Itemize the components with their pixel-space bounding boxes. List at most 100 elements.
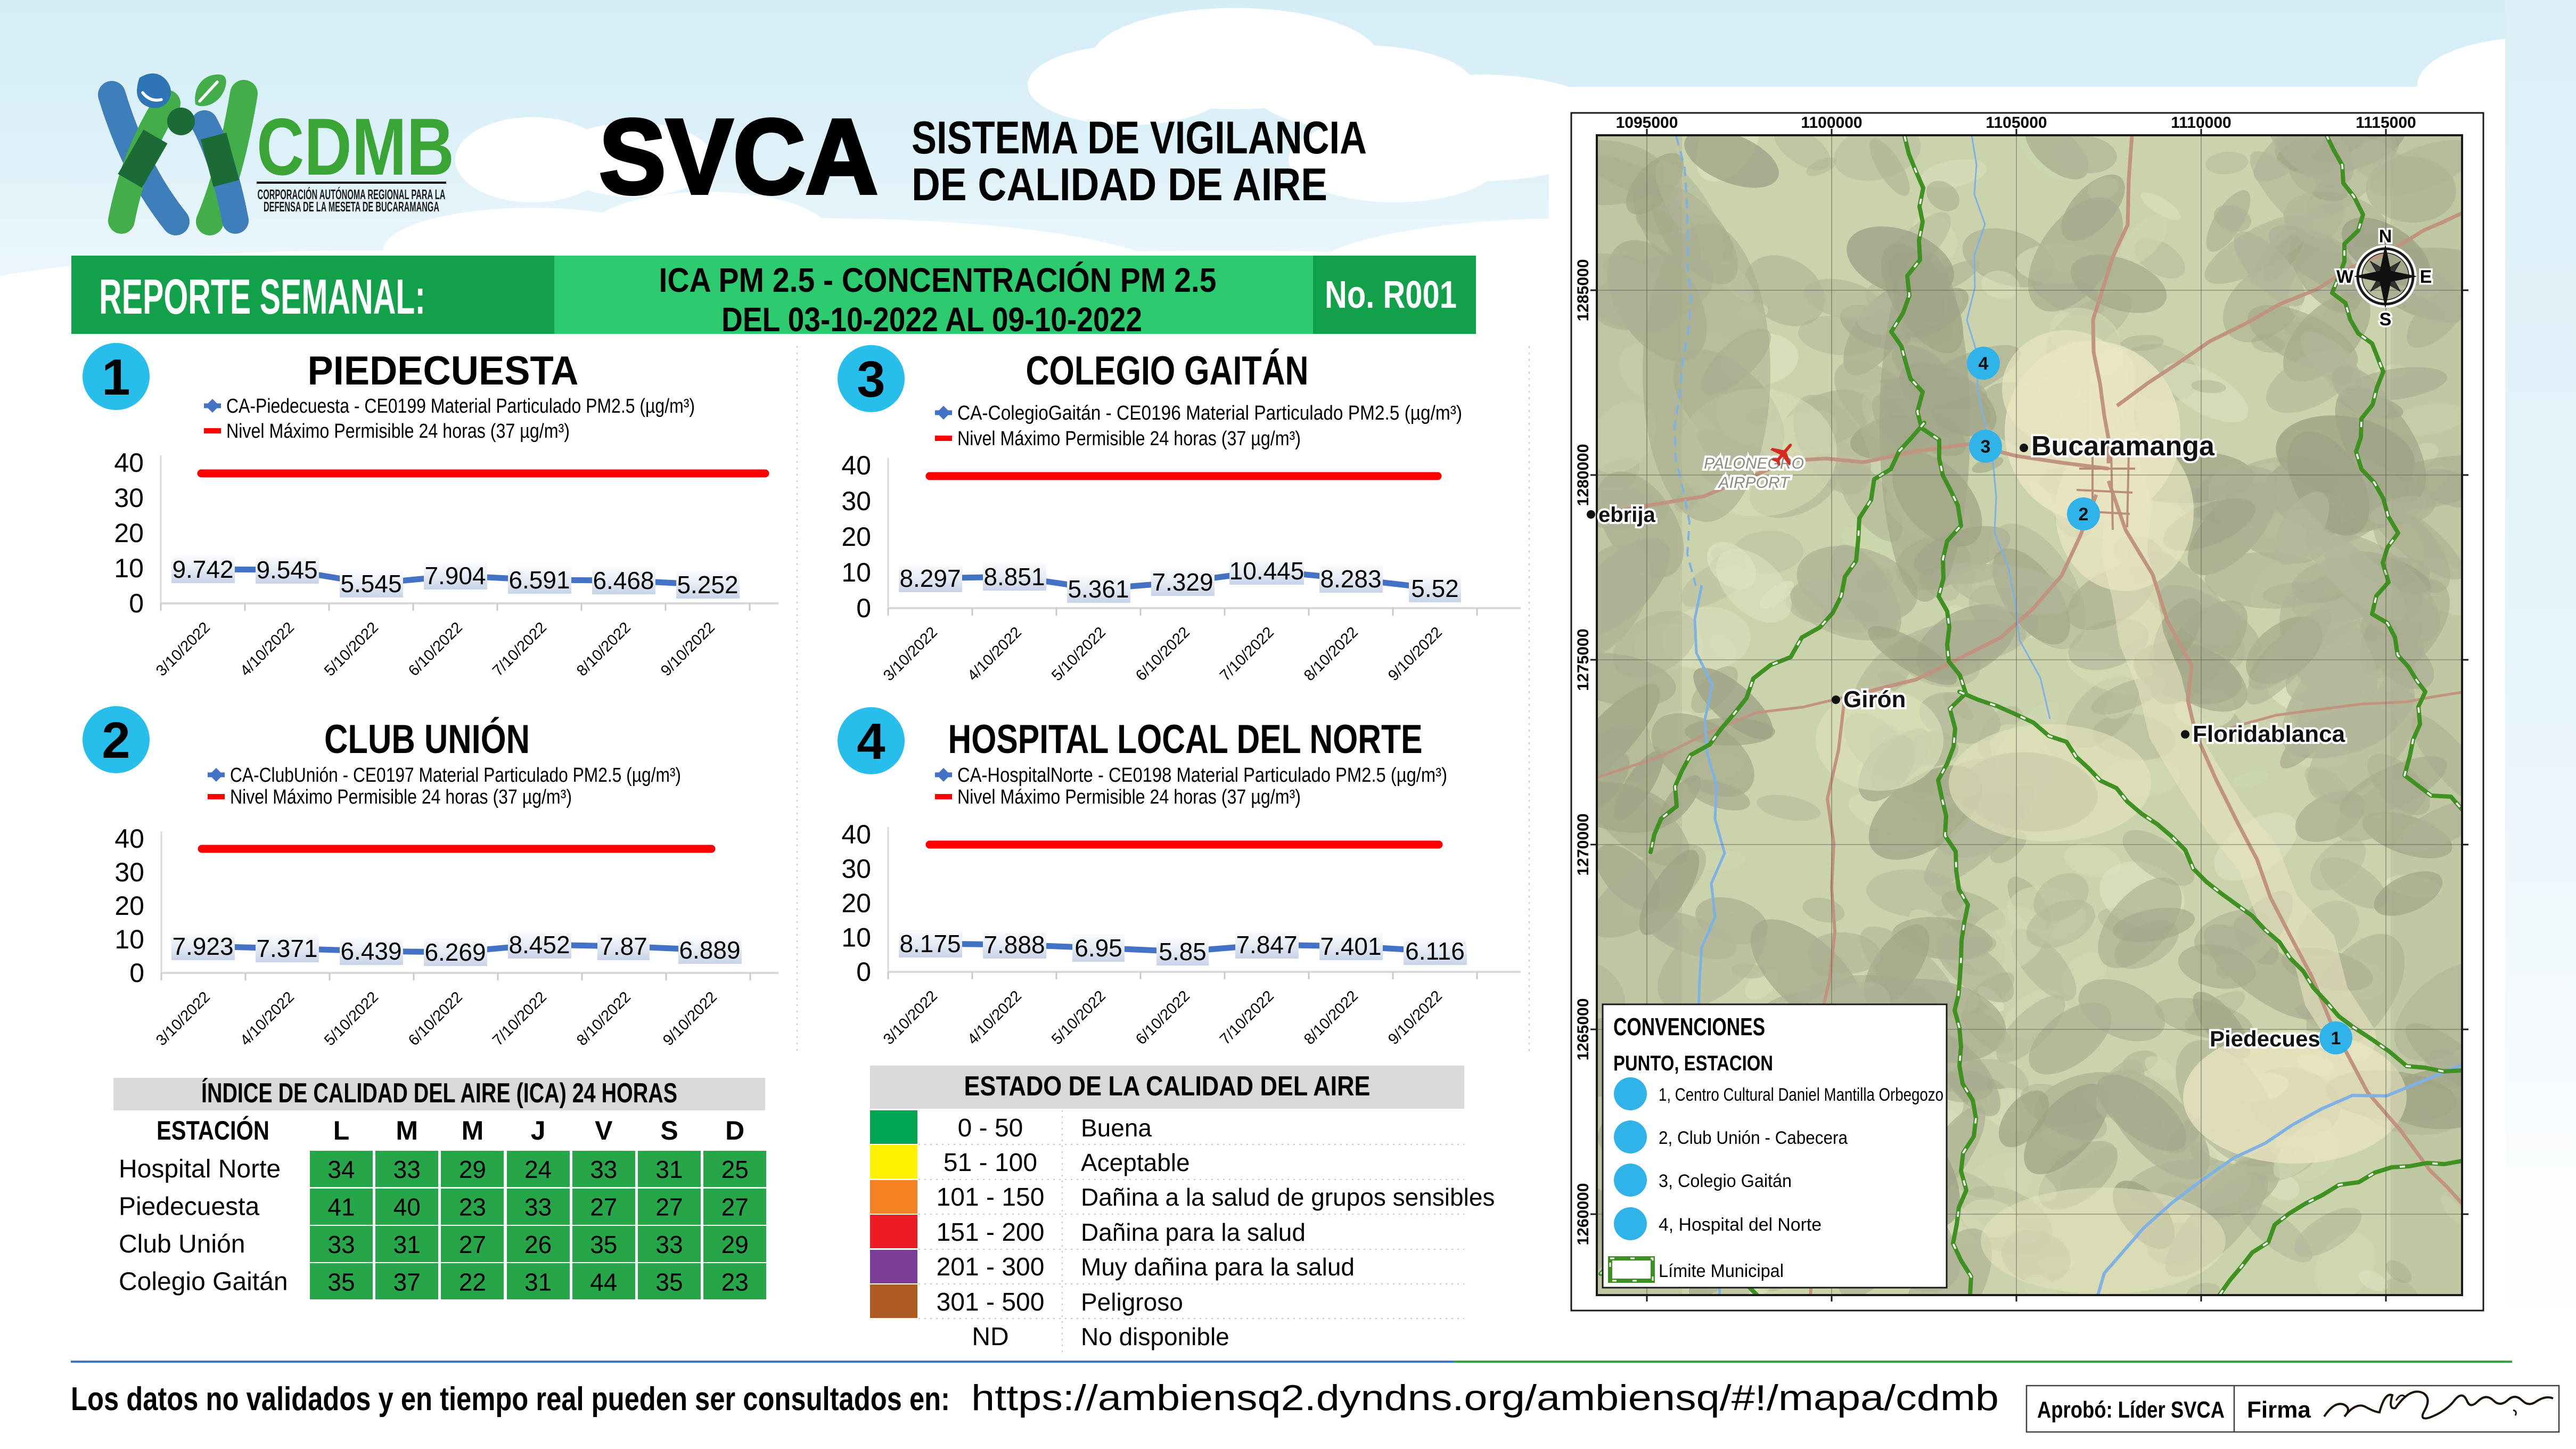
svg-text:33: 33 (655, 1231, 683, 1258)
svg-text:31: 31 (393, 1231, 421, 1258)
svg-text:DEFENSA DE LA MESETA DE BUCARA: DEFENSA DE LA MESETA DE BUCARAMANGA (264, 199, 439, 215)
svg-text:Muy dañina para la salud: Muy dañina para la salud (1081, 1253, 1355, 1281)
svg-text:Buena: Buena (1081, 1114, 1152, 1142)
svg-text:https://ambiensq2.dyndns.org/a: https://ambiensq2.dyndns.org/ambiensq/#!… (971, 1378, 1999, 1418)
svg-text:40: 40 (114, 448, 144, 478)
svg-text:7.371: 7.371 (256, 935, 317, 962)
svg-text:0: 0 (129, 958, 144, 988)
svg-text:6.591: 6.591 (508, 566, 570, 594)
svg-text:3, Colegio Gaitán: 3, Colegio Gaitán (1659, 1171, 1792, 1191)
svg-text:33: 33 (327, 1231, 355, 1258)
svg-text:5.361: 5.361 (1068, 575, 1129, 603)
svg-text:ICA PM 2.5 - CONCENTRACIÓN PM: ICA PM 2.5 - CONCENTRACIÓN PM 2.5 (659, 261, 1217, 299)
svg-text:37: 37 (393, 1268, 421, 1296)
svg-text:No disponible: No disponible (1081, 1323, 1229, 1350)
svg-text:31: 31 (524, 1268, 552, 1296)
svg-text:25: 25 (721, 1156, 749, 1183)
svg-text:N: N (2379, 226, 2392, 247)
svg-text:7.923: 7.923 (172, 932, 233, 960)
svg-text:7.904: 7.904 (424, 562, 486, 590)
svg-text:10: 10 (114, 553, 144, 583)
svg-text:29: 29 (459, 1156, 486, 1183)
svg-text:SVCA: SVCA (599, 97, 878, 216)
svg-text:1115000: 1115000 (2356, 114, 2416, 132)
svg-text:6.116: 6.116 (1405, 937, 1465, 965)
svg-text:Colegio Gaitán: Colegio Gaitán (119, 1268, 288, 1296)
svg-text:9.742: 9.742 (172, 555, 233, 583)
svg-text:22: 22 (459, 1268, 486, 1296)
svg-text:5.252: 5.252 (677, 571, 738, 599)
svg-text:E: E (2420, 267, 2432, 287)
svg-text:0: 0 (856, 593, 871, 623)
svg-text:20: 20 (841, 522, 871, 552)
svg-text:PUNTO, ESTACION: PUNTO, ESTACION (1613, 1052, 1773, 1075)
svg-text:Nivel Máximo Permisible 24 hor: Nivel Máximo Permisible 24 horas (37 µg/… (957, 786, 1301, 808)
svg-text:10: 10 (114, 924, 144, 954)
svg-text:M: M (462, 1116, 484, 1145)
svg-text:35: 35 (327, 1268, 355, 1296)
svg-text:6.269: 6.269 (424, 938, 486, 966)
svg-text:10.445: 10.445 (1229, 557, 1305, 585)
svg-text:7.87: 7.87 (600, 932, 647, 960)
svg-text:CORPORACIÓN AUTÓNOMA REGIONAL: CORPORACIÓN AUTÓNOMA REGIONAL PARA LA (258, 186, 446, 202)
svg-text:Piedecuesta: Piedecuesta (2210, 1026, 2341, 1051)
svg-text:29: 29 (721, 1231, 749, 1258)
svg-text:8.851: 8.851 (983, 563, 1045, 591)
svg-text:6.889: 6.889 (679, 936, 740, 964)
svg-text:35: 35 (655, 1268, 683, 1296)
svg-text:ebrija: ebrija (1598, 503, 1655, 527)
svg-text:5.85: 5.85 (1159, 938, 1207, 965)
svg-text:CA-ClubUnión - CE0197 Material: CA-ClubUnión - CE0197 Material Particula… (230, 764, 681, 787)
svg-text:CDMB: CDMB (257, 102, 454, 192)
svg-text:101 - 150: 101 - 150 (937, 1183, 1045, 1211)
svg-text:1100000: 1100000 (1801, 114, 1862, 132)
svg-text:8.283: 8.283 (1320, 565, 1381, 593)
svg-text:2: 2 (2079, 504, 2089, 525)
svg-text:ESTADO DE LA CALIDAD DEL AIRE: ESTADO DE LA CALIDAD DEL AIRE (964, 1071, 1371, 1102)
svg-text:CA-ColegioGaitán - CE0196 Mate: CA-ColegioGaitán - CE0196 Material Parti… (957, 402, 1462, 424)
svg-text:Floridablanca: Floridablanca (2193, 721, 2345, 747)
svg-text:1110000: 1110000 (2171, 114, 2231, 132)
svg-text:8.175: 8.175 (899, 930, 961, 957)
svg-text:44: 44 (590, 1268, 617, 1296)
svg-text:1, Centro Cultural Daniel Mant: 1, Centro Cultural Daniel Mantilla Orbeg… (1659, 1085, 1943, 1105)
svg-text:40: 40 (841, 451, 871, 480)
svg-text:8.297: 8.297 (899, 564, 961, 592)
svg-text:41: 41 (327, 1193, 355, 1221)
svg-text:301 - 500: 301 - 500 (937, 1288, 1045, 1316)
svg-text:20: 20 (114, 518, 144, 548)
svg-text:Nivel Máximo Permisible 24 hor: Nivel Máximo Permisible 24 horas (37 µg/… (957, 428, 1301, 450)
svg-text:5.52: 5.52 (1411, 575, 1459, 602)
svg-text:1270000: 1270000 (1574, 814, 1592, 876)
svg-text:ÍNDICE DE CALIDAD DEL AIRE (IC: ÍNDICE DE CALIDAD DEL AIRE (ICA) 24 HORA… (201, 1078, 677, 1109)
svg-text:30: 30 (841, 854, 871, 884)
svg-text:ND: ND (972, 1323, 1008, 1351)
svg-text:26: 26 (524, 1231, 552, 1258)
svg-text:40: 40 (114, 824, 144, 854)
svg-text:CLUB UNIÓN: CLUB UNIÓN (324, 717, 530, 762)
svg-text:Bucaramanga: Bucaramanga (2031, 431, 2215, 462)
svg-text:30: 30 (114, 857, 144, 887)
svg-text:S: S (660, 1116, 678, 1145)
svg-text:1: 1 (2331, 1028, 2341, 1049)
svg-text:0: 0 (129, 588, 144, 618)
svg-text:9.545: 9.545 (256, 556, 317, 584)
svg-text:23: 23 (721, 1268, 749, 1296)
svg-text:1: 1 (102, 349, 130, 406)
svg-text:Girón: Girón (1843, 686, 1906, 713)
svg-text:0: 0 (856, 957, 871, 987)
svg-text:Peligroso: Peligroso (1081, 1288, 1183, 1316)
svg-text:DEL 03-10-2022 AL 09-10-2022: DEL 03-10-2022 AL 09-10-2022 (721, 300, 1142, 339)
svg-text:24: 24 (524, 1156, 552, 1183)
svg-text:40: 40 (393, 1193, 421, 1221)
svg-text:4: 4 (1979, 354, 1989, 374)
svg-text:4, Hospital del Norte: 4, Hospital del Norte (1659, 1215, 1822, 1235)
svg-text:20: 20 (841, 888, 871, 918)
svg-text:M: M (396, 1116, 418, 1145)
svg-text:Club Unión: Club Unión (119, 1230, 245, 1258)
svg-text:L: L (333, 1116, 350, 1145)
svg-text:33: 33 (393, 1156, 421, 1183)
svg-text:27: 27 (721, 1193, 749, 1221)
svg-text:2: 2 (102, 712, 130, 769)
svg-text:6.439: 6.439 (340, 937, 401, 965)
